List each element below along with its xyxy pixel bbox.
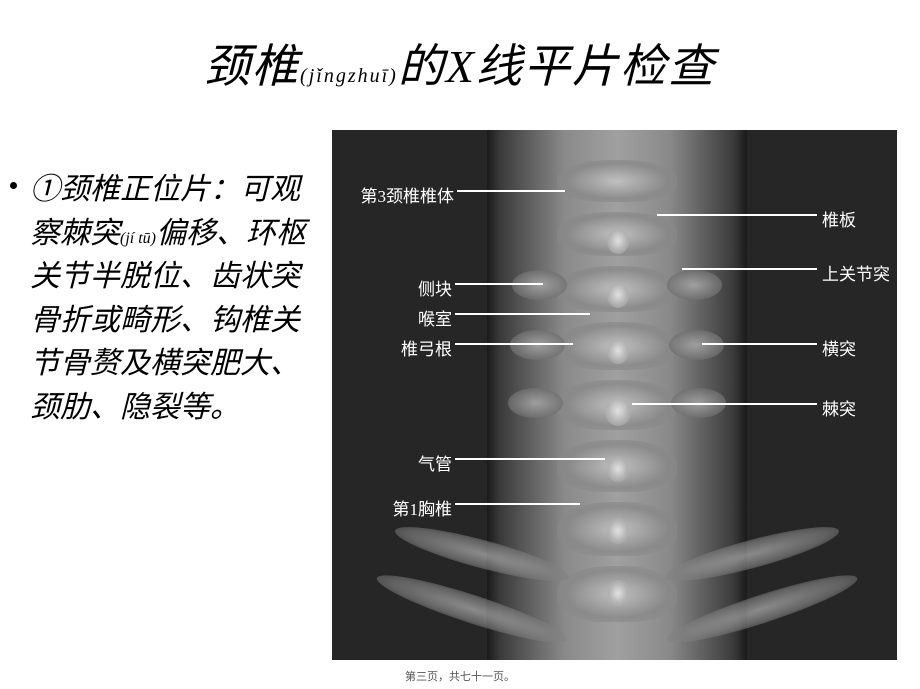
title-prefix: 颈椎 <box>204 41 300 92</box>
trans-l3 <box>508 388 563 418</box>
bullet-content: ①颈椎正位片：可观察棘突(jí tū)偏移、环枢关节半脱位、齿状突骨折或畸形、钩… <box>30 168 315 429</box>
spinous-3 <box>607 338 629 364</box>
trans-r1 <box>667 270 722 300</box>
trans-r2 <box>669 330 724 360</box>
spinous-5 <box>607 456 629 482</box>
spinous-7 <box>607 580 629 606</box>
page-footer: 第三页，共七十一页。 <box>0 668 920 684</box>
label-larynx: 喉室 <box>402 305 452 330</box>
line-lamina <box>657 214 817 216</box>
label-pedicle: 椎弓根 <box>382 335 452 360</box>
title-pinyin: (jǐngzhuī) <box>300 65 398 87</box>
label-c3-body: 第3颈椎椎体 <box>344 182 454 207</box>
label-sup-articular: 上关节突 <box>822 260 890 285</box>
line-lateral <box>455 283 543 285</box>
label-t1: 第1胸椎 <box>372 495 452 520</box>
line-larynx <box>455 313 590 315</box>
line-pedicle <box>455 343 573 345</box>
title-suffix: 的X线平片检查 <box>398 41 716 92</box>
bullet-marker <box>10 182 17 189</box>
xray-image: 第3颈椎椎体 侧块 喉室 椎弓根 气管 第1胸椎 椎板 上关节突 横突 棘突 <box>332 130 897 660</box>
vertebra-c3 <box>557 160 677 202</box>
line-spinous <box>632 403 817 405</box>
spinous-1 <box>607 228 629 254</box>
label-lamina: 椎板 <box>822 206 856 231</box>
line-trachea <box>455 458 605 460</box>
spinous-2 <box>607 282 629 308</box>
label-spinous: 棘突 <box>822 395 856 420</box>
trans-l2 <box>510 330 565 360</box>
label-trachea: 气管 <box>402 450 452 475</box>
label-transverse: 横突 <box>822 335 856 360</box>
spinous-4 <box>605 396 631 426</box>
bullet-pinyin: (jí tū) <box>120 230 156 247</box>
spinous-6 <box>607 518 629 544</box>
line-t1 <box>455 503 580 505</box>
line-sup <box>682 268 817 270</box>
line-transverse <box>702 343 817 345</box>
label-lateral-mass: 侧块 <box>402 275 452 300</box>
slide-title: 颈椎(jǐngzhuī)的X线平片检查 <box>0 30 920 96</box>
line-c3 <box>457 190 565 192</box>
trans-l1 <box>512 270 567 300</box>
